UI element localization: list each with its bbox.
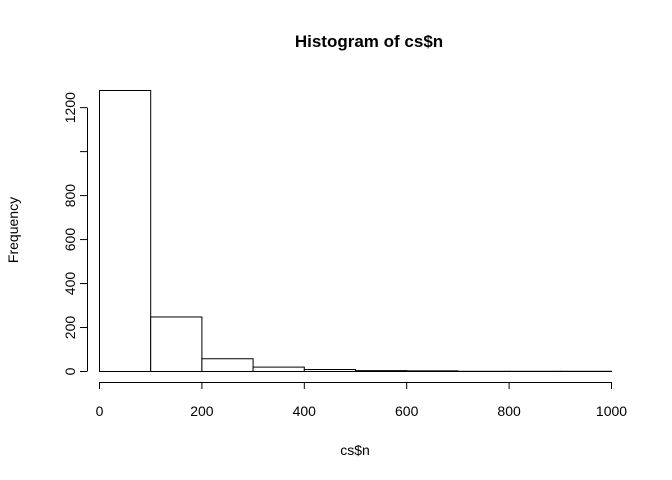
y-tick-label: 200 <box>62 316 78 340</box>
histogram-bar <box>406 370 459 372</box>
histogram-bar <box>355 370 408 373</box>
y-tick-label: 800 <box>62 184 78 208</box>
x-axis-label: cs$n <box>340 442 370 458</box>
histogram-bars <box>99 90 612 373</box>
x-tick-label: 800 <box>497 403 521 419</box>
histogram-bar <box>150 316 203 372</box>
histogram-bar <box>252 366 305 373</box>
x-tick-label: 200 <box>190 403 214 419</box>
chart-title: Histogram of cs$n <box>295 32 443 51</box>
histogram-bar <box>303 369 356 372</box>
y-axis: 0 200 400 600 800 1200 <box>62 92 88 375</box>
y-tick-label: 0 <box>62 367 78 375</box>
y-tick-label: 1200 <box>62 92 78 123</box>
histogram-bar <box>99 90 152 372</box>
histogram-bar <box>201 358 254 372</box>
x-axis: 0 200 400 600 800 1000 <box>96 382 627 419</box>
y-tick-label: 400 <box>62 272 78 296</box>
x-tick-label: 400 <box>293 403 317 419</box>
x-tick-label: 600 <box>395 403 419 419</box>
x-tick-label: 0 <box>96 403 104 419</box>
y-axis-label: Frequency <box>5 197 21 263</box>
y-tick-label: 600 <box>62 228 78 252</box>
x-tick-label: 1000 <box>596 403 627 419</box>
